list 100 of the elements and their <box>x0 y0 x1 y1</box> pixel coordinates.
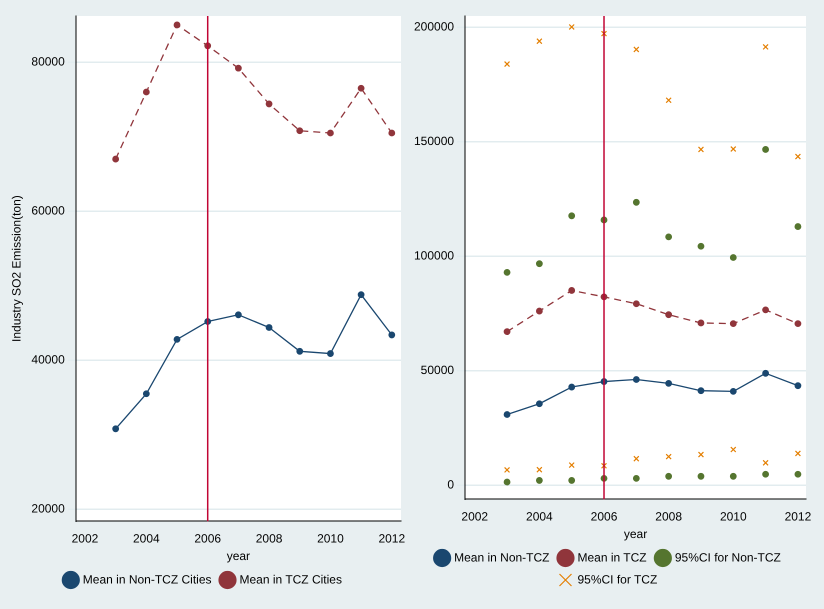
point <box>794 470 802 478</box>
x-tick-label: 2008 <box>655 510 682 524</box>
point <box>327 130 334 136</box>
point <box>633 46 640 52</box>
point <box>762 146 769 153</box>
point <box>762 44 769 50</box>
point <box>632 376 640 383</box>
point <box>794 382 802 390</box>
point <box>536 260 543 268</box>
point <box>504 268 510 276</box>
point <box>536 38 542 44</box>
legend-label: Mean in TCZ Cities <box>240 572 342 586</box>
x-tick-label: 2008 <box>256 532 283 546</box>
legend-label: Mean in TCZ <box>577 550 647 564</box>
point <box>536 400 543 408</box>
point <box>234 64 242 72</box>
point <box>568 212 576 220</box>
y-tick-label: 50000 <box>420 362 454 377</box>
legend-label: 95%CI for Non-TCZ <box>674 550 781 564</box>
point <box>504 328 510 336</box>
point <box>568 384 576 390</box>
point <box>794 223 802 230</box>
point <box>568 462 575 468</box>
point <box>762 470 769 478</box>
point <box>504 411 510 418</box>
point <box>568 24 575 30</box>
point <box>665 311 672 318</box>
point <box>698 387 704 394</box>
point <box>665 233 672 240</box>
point <box>174 22 180 28</box>
point <box>730 388 737 395</box>
point <box>762 370 769 377</box>
point <box>633 456 640 462</box>
point <box>665 380 672 387</box>
legend-label: Mean in Non-TCZ <box>454 550 550 564</box>
point <box>568 287 576 294</box>
y-tick-label: 100000 <box>414 248 454 262</box>
point <box>388 332 396 338</box>
point <box>142 390 150 398</box>
legend-label: Mean in Non-TCZ Cities <box>82 572 212 586</box>
point <box>762 460 769 466</box>
point <box>504 478 510 486</box>
point <box>600 30 608 37</box>
point <box>296 127 304 134</box>
point <box>112 156 120 162</box>
point <box>730 446 736 453</box>
point <box>112 425 120 432</box>
point <box>600 462 608 469</box>
point <box>536 308 543 314</box>
point <box>536 466 542 473</box>
point <box>666 454 672 460</box>
point <box>358 291 365 298</box>
point <box>536 477 543 484</box>
x-axis-title: year <box>226 549 250 564</box>
x-tick-label: 2012 <box>784 510 812 524</box>
y-tick-label: 0 <box>447 477 454 492</box>
x-tick-label: 2012 <box>378 532 406 546</box>
point <box>698 242 704 250</box>
y-tick-label: 40000 <box>31 352 66 367</box>
point <box>632 474 640 482</box>
point <box>266 100 272 108</box>
x-tick-label: 2010 <box>317 532 344 546</box>
x-tick-label: 2006 <box>590 510 618 524</box>
x-tick-label: 2002 <box>461 510 488 524</box>
y-tick-label: 150000 <box>414 134 454 148</box>
x-axis-title: year <box>624 527 648 542</box>
point <box>794 450 801 456</box>
y-axis-title: Industry SO2 Emission(ton) <box>10 195 24 342</box>
point <box>388 130 396 136</box>
x-tick-label: 2010 <box>720 510 747 524</box>
y-tick-label: 80000 <box>31 54 66 69</box>
point <box>698 451 704 458</box>
x-tick-label: 2004 <box>526 510 554 524</box>
point <box>666 97 672 104</box>
point <box>730 146 736 152</box>
point <box>174 336 180 343</box>
point <box>665 472 672 480</box>
point <box>698 146 704 153</box>
point <box>504 466 510 473</box>
point <box>730 320 737 328</box>
point <box>234 311 242 318</box>
x-tick-label: 2002 <box>72 532 99 546</box>
x-tick-label: 2006 <box>194 532 222 546</box>
point <box>698 472 704 480</box>
point <box>327 350 334 357</box>
point <box>632 300 640 308</box>
point <box>504 60 510 68</box>
point <box>730 472 737 480</box>
y-tick-label: 60000 <box>31 204 66 218</box>
legend-label: 95%CI for TCZ <box>577 572 658 586</box>
point <box>632 198 640 206</box>
y-tick-label: 200000 <box>414 20 454 34</box>
point <box>296 348 304 355</box>
x-tick-label: 2004 <box>132 532 160 546</box>
point <box>358 84 365 92</box>
point <box>762 306 769 314</box>
point <box>794 320 802 328</box>
point <box>266 324 272 331</box>
point <box>730 254 737 261</box>
point <box>794 153 801 160</box>
